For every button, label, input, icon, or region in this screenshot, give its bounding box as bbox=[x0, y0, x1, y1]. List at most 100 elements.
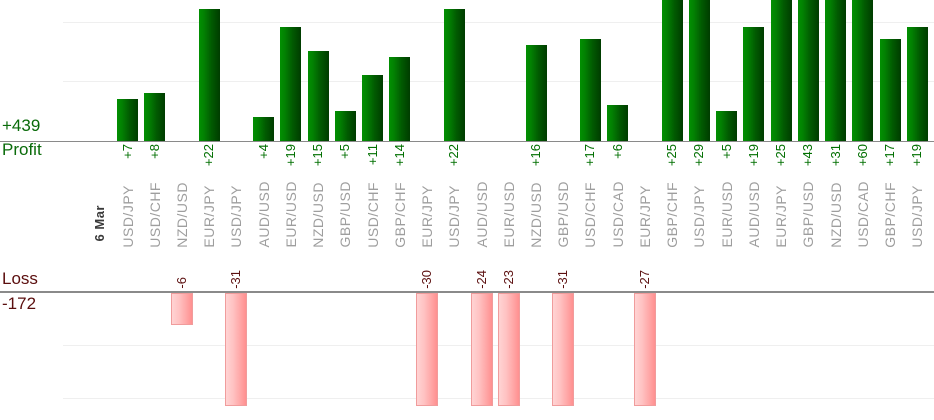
loss-bar bbox=[416, 293, 439, 406]
profit-value-label: +5 bbox=[337, 144, 353, 159]
pair-label: USD/JPY bbox=[119, 185, 136, 248]
pair-label: USD/JPY bbox=[691, 185, 708, 248]
loss-value-label: -6 bbox=[173, 277, 189, 289]
profit-axis-label: Profit bbox=[2, 140, 42, 159]
pair-label: EUR/USD bbox=[500, 181, 517, 248]
profit-value-label: +4 bbox=[255, 144, 271, 159]
loss-value-label: -31 bbox=[555, 270, 571, 289]
pair-label: AUD/USD bbox=[473, 181, 490, 248]
loss-bar bbox=[225, 293, 248, 406]
profit-value-label: +17 bbox=[582, 144, 598, 167]
pair-label: GBP/USD bbox=[337, 181, 354, 248]
profit-value-label: +11 bbox=[364, 144, 380, 166]
date-label: 6 Mar bbox=[92, 204, 107, 241]
pair-label: USD/CAD bbox=[609, 181, 626, 248]
profit-bar bbox=[389, 57, 411, 141]
profit-bar bbox=[906, 27, 928, 141]
profit-value-label: +8 bbox=[146, 144, 162, 159]
pair-label: GBP/USD bbox=[555, 181, 572, 248]
pair-label: USD/CHF bbox=[364, 182, 381, 248]
profit-bar bbox=[198, 9, 220, 141]
loss-bar bbox=[470, 293, 493, 406]
loss-zero-axis-line bbox=[0, 291, 934, 293]
profit-bar bbox=[661, 0, 683, 141]
profit-bar bbox=[579, 39, 601, 141]
profit-bar bbox=[525, 45, 547, 141]
profit-bar bbox=[144, 93, 166, 141]
gridline bbox=[63, 81, 934, 82]
profit-zero-axis-line bbox=[0, 141, 934, 142]
loss-value-label: -30 bbox=[419, 270, 435, 289]
profit-value-label: +19 bbox=[745, 144, 761, 167]
loss-bar bbox=[552, 293, 575, 406]
pair-label: USD/CHF bbox=[582, 182, 599, 248]
profit-value-label: +25 bbox=[664, 144, 680, 167]
loss-axis-label: Loss bbox=[2, 269, 38, 288]
loss-total: -172 bbox=[2, 294, 37, 313]
pair-label: NZD/USD bbox=[173, 182, 190, 248]
pair-label: EUR/USD bbox=[718, 181, 735, 248]
profit-total: +439 bbox=[2, 116, 41, 135]
pair-label: EUR/JPY bbox=[636, 185, 653, 248]
loss-bar bbox=[633, 293, 656, 406]
pair-label: USD/CAD bbox=[854, 181, 871, 248]
profit-bar bbox=[117, 99, 138, 141]
pair-label: EUR/JPY bbox=[773, 185, 790, 248]
pair-label: EUR/JPY bbox=[419, 185, 436, 248]
pair-label: USD/CHF bbox=[146, 182, 163, 248]
profit-value-label: +17 bbox=[882, 144, 898, 167]
profit-value-label: +14 bbox=[391, 144, 407, 167]
profit-value-label: +5 bbox=[718, 144, 734, 159]
profit-bar bbox=[688, 0, 710, 141]
profit-bar bbox=[280, 27, 302, 141]
profit-bar bbox=[879, 39, 901, 141]
profit-bar bbox=[743, 27, 765, 141]
pair-label: USD/JPY bbox=[909, 185, 926, 248]
pair-label: GBP/CHF bbox=[391, 182, 408, 248]
loss-value-label: -31 bbox=[228, 270, 244, 289]
profit-value-label: +6 bbox=[609, 144, 625, 159]
gridline bbox=[63, 22, 934, 23]
profit-value-label: +31 bbox=[827, 144, 843, 167]
profit-value-label: +15 bbox=[310, 144, 326, 167]
pair-label: USD/JPY bbox=[446, 185, 463, 248]
pair-label: EUR/USD bbox=[282, 181, 299, 248]
pair-label: GBP/CHF bbox=[664, 182, 681, 248]
profit-value-label: +22 bbox=[446, 144, 462, 167]
profit-bar bbox=[770, 0, 792, 141]
profit-bar bbox=[362, 75, 384, 141]
pair-label: NZD/USD bbox=[528, 182, 545, 248]
profit-value-label: +7 bbox=[119, 144, 135, 159]
loss-value-label: -23 bbox=[500, 270, 516, 289]
profit-bar bbox=[797, 0, 819, 141]
pair-label: NZD/USD bbox=[310, 182, 327, 248]
profit-bar bbox=[607, 105, 629, 141]
profit-bar bbox=[334, 111, 356, 141]
profit-bar bbox=[852, 0, 874, 141]
loss-bar bbox=[170, 293, 193, 325]
profit-bar bbox=[443, 9, 465, 141]
pair-label: NZD/USD bbox=[827, 182, 844, 248]
profit-bar bbox=[307, 51, 329, 141]
pair-label: GBP/USD bbox=[800, 181, 817, 248]
profit-value-label: +19 bbox=[909, 144, 925, 167]
pair-label: EUR/JPY bbox=[201, 185, 218, 248]
loss-bar bbox=[497, 293, 520, 406]
pair-label: GBP/CHF bbox=[882, 182, 899, 248]
pair-label: AUD/USD bbox=[255, 181, 272, 248]
profit-value-label: +29 bbox=[691, 144, 707, 167]
loss-value-label: -27 bbox=[636, 270, 652, 289]
profit-value-label: +16 bbox=[528, 144, 544, 167]
pair-label: AUD/USD bbox=[745, 181, 762, 248]
profit-bar bbox=[716, 111, 738, 141]
profit-value-label: +43 bbox=[800, 144, 816, 167]
profit-value-label: +22 bbox=[201, 144, 217, 167]
profit-value-label: +19 bbox=[282, 144, 298, 167]
profit-value-label: +60 bbox=[854, 144, 870, 167]
pair-label: USD/JPY bbox=[228, 185, 245, 248]
profit-value-label: +25 bbox=[773, 144, 789, 167]
loss-value-label: -24 bbox=[473, 270, 489, 289]
profit-bar bbox=[253, 117, 275, 141]
profit-bar bbox=[825, 0, 847, 141]
